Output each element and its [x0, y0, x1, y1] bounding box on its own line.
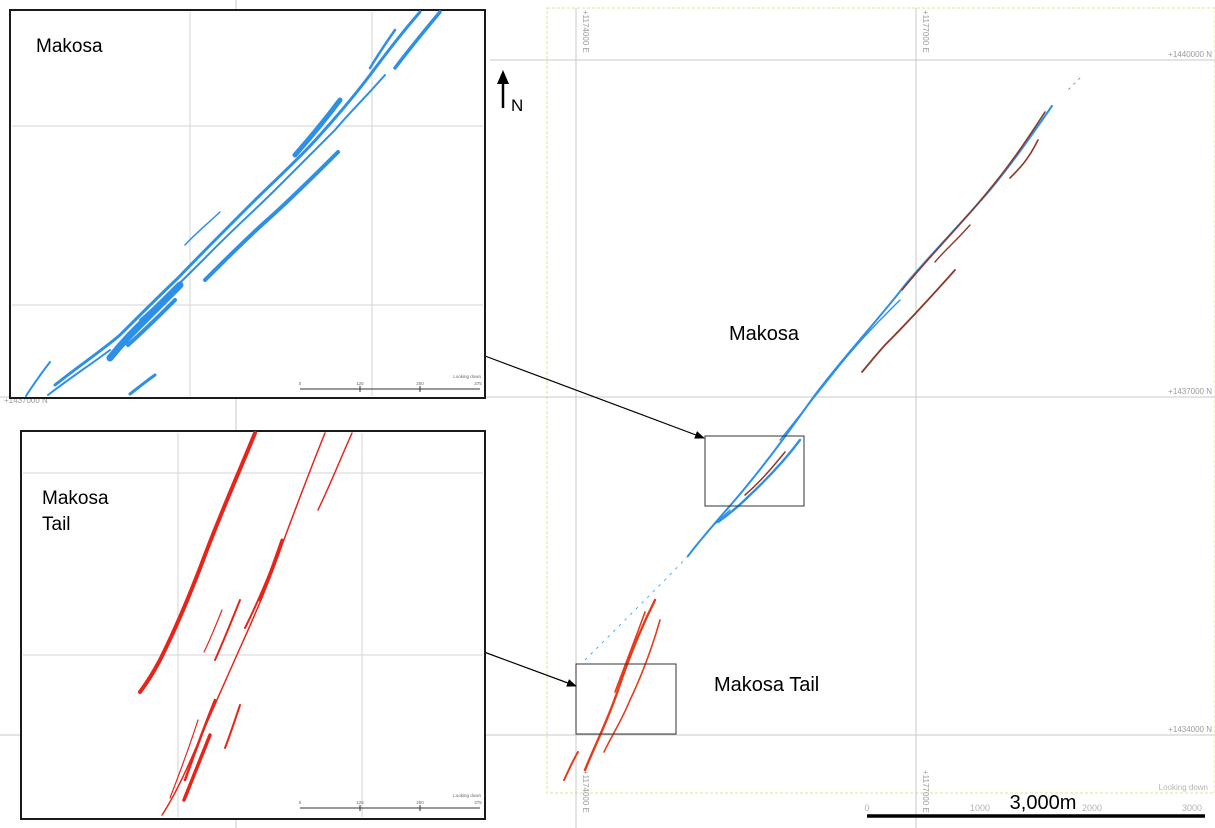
- makosa-inset-scale: 0 125 250 375 Looking down: [299, 374, 482, 392]
- makosa-inset-vein-sw: [47, 349, 111, 396]
- tail-inset-vein-long: [161, 432, 326, 816]
- makosa-dark-vein-northeast: [1009, 139, 1039, 179]
- tail-inset-scale-3: 375: [474, 800, 482, 805]
- tail-inset-scale-1: 125: [356, 800, 364, 805]
- tail-vein-east: [603, 619, 661, 753]
- tail-inset-vein-s2: [182, 733, 212, 802]
- makosa-tail-zone-box: [575, 663, 677, 735]
- makosa-connector-dotted: [584, 555, 689, 661]
- makosa-vein-trend: [584, 77, 1081, 661]
- makosa-tail-vein-trend: [563, 598, 661, 781]
- makosa-parallel-vein: [779, 299, 901, 441]
- easting-label-1174000-bottom: +1174000 E: [581, 770, 590, 813]
- tail-inset-vein-ne: [317, 432, 353, 511]
- makosa-dark-vein-inbox: [744, 451, 786, 496]
- tail-inset-scale-2: 250: [416, 800, 424, 805]
- tail-inset-vein-s: [183, 698, 217, 782]
- north-arrow-label: N: [511, 96, 523, 115]
- makosa-tail-zone-label: Makosa Tail: [714, 674, 819, 696]
- scale-tick-2000: 2000: [1082, 803, 1102, 813]
- makosa-inset-scale-1: 125: [356, 381, 364, 386]
- makosa-inset-scale-0: 0: [299, 381, 302, 386]
- makosa-inset-looking-down: Looking down: [453, 374, 481, 379]
- scale-bar: 3,000m 0 1000 2000 3000: [864, 792, 1205, 818]
- makosa-dark-vein-mid: [934, 224, 971, 263]
- scale-bar-title: 3,000m: [1010, 792, 1077, 814]
- makosa-inset-vein-secondary: [139, 74, 386, 321]
- makosa-inset-vein-cluster2: [126, 298, 177, 347]
- makosa-tail-inset-veins: [138, 431, 353, 816]
- makosa-inset-vein-cluster: [106, 281, 184, 362]
- tail-vein-main: [583, 598, 657, 772]
- tail-inset-vein-main: [138, 431, 257, 694]
- makosa-zone-box: [704, 435, 805, 507]
- makosa-dark-vein-east: [861, 269, 956, 373]
- makosa-vein-south: [704, 509, 731, 536]
- tail-inset-vein-s4: [224, 704, 241, 749]
- tail-inset-vein-mid2: [244, 559, 276, 629]
- northing-label-1437000: +1437000 N: [1168, 387, 1212, 396]
- makosa-inset-vein-w: [25, 361, 51, 397]
- makosa-tail-inset: Makosa Tail 0 125 250 375 Looking down: [20, 430, 486, 820]
- makosa-callout-arrow: [484, 355, 705, 439]
- north-arrow-icon: [497, 70, 509, 84]
- easting-label-1174000-top: +1174000 E: [581, 10, 590, 53]
- project-extent-outline: [546, 7, 1215, 794]
- makosa-zone-label: Makosa: [729, 323, 800, 345]
- tail-inset-vein-w: [214, 599, 241, 661]
- makosa-inset-vein-ne2: [368, 28, 397, 70]
- tail-inset-vein-w2: [203, 609, 223, 653]
- northing-label-1437000-left: +1437000 N: [4, 396, 48, 405]
- northing-label-1440000: +1440000 N: [1168, 50, 1212, 59]
- makosa-inset-vein-s: [128, 373, 157, 396]
- scale-tick-1000: 1000: [970, 803, 990, 813]
- makosa-inset-vein-thick: [292, 97, 343, 158]
- makosa-north-dotted: [1065, 77, 1081, 93]
- tail-vein-southwest: [563, 751, 579, 781]
- easting-label-1177000-top: +1177000 E: [921, 10, 930, 53]
- tail-inset-looking-down: Looking down: [453, 793, 481, 798]
- makosa-tail-inset-frame: [20, 430, 486, 820]
- tail-inset-vein-s3: [169, 719, 199, 799]
- makosa-inset-scale-2: 250: [416, 381, 424, 386]
- northing-label-1434000: +1434000 N: [1168, 725, 1212, 734]
- makosa-tail-inset-title-line2: Tail: [42, 514, 71, 535]
- makosa-inset-title: Makosa: [36, 36, 103, 57]
- makosa-inset-vein-main: [53, 10, 422, 387]
- makosa-inset: Makosa 0 125 250 375 Looking down: [9, 9, 486, 399]
- north-arrow: N: [497, 70, 523, 115]
- makosa-vein-inbox: [716, 438, 802, 524]
- makosa-inset-scale-3: 375: [474, 381, 482, 386]
- tail-vein-west: [614, 611, 646, 693]
- makosa-inset-vein-ne: [393, 10, 442, 70]
- makosa-inset-frame: [9, 9, 486, 399]
- tail-inset-scale-0: 0: [299, 800, 302, 805]
- makosa-dark-vein-upper: [901, 111, 1046, 291]
- makosa-inset-vein-thick2: [203, 150, 340, 282]
- easting-label-1177000-bottom: +1177000 E: [921, 770, 930, 813]
- makosa-tail-callout-arrow: [483, 651, 577, 687]
- makosa-inset-vein-thin: [184, 211, 221, 246]
- makosa-tail-inset-title-line1: Makosa: [42, 488, 109, 509]
- makosa-inset-veins: [25, 10, 442, 397]
- scale-tick-3000: 3000: [1182, 803, 1202, 813]
- looking-down-label: Looking down: [1159, 783, 1208, 792]
- scale-tick-0: 0: [864, 803, 869, 813]
- makosa-tail-inset-scale: 0 125 250 375 Looking down: [299, 793, 482, 811]
